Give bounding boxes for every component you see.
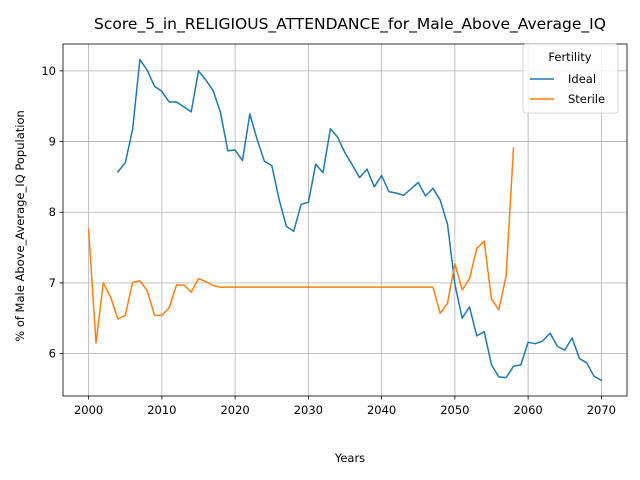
- legend-label-sterile: Sterile: [568, 92, 605, 106]
- x-tick-label: 2010: [147, 403, 176, 417]
- y-tick-label: 9: [49, 135, 56, 149]
- series-line-ideal: [116, 58, 603, 382]
- series-layer: [87, 58, 603, 382]
- series-line-sterile: [87, 147, 515, 344]
- x-tick-label: 2000: [74, 403, 103, 417]
- x-tick-label: 2070: [587, 403, 616, 417]
- x-tick-label: 2050: [440, 403, 469, 417]
- y-tick-label: 8: [49, 205, 56, 219]
- legend-box: [522, 43, 619, 114]
- plot-frame: [62, 43, 628, 397]
- x-axis-label: Years: [334, 451, 365, 465]
- legend: Fertility Ideal Sterile: [522, 43, 619, 114]
- x-axis: 2000 2010 2020 2030 2040 2050 2060 2070: [74, 396, 616, 417]
- y-axis: 6 7 8 9 10: [41, 64, 63, 361]
- legend-title: Fertility: [548, 50, 591, 64]
- y-axis-label: % of Male Above_Average_IQ Population: [13, 110, 27, 342]
- x-tick-label: 2030: [294, 403, 323, 417]
- y-tick-label: 10: [41, 64, 56, 78]
- legend-label-ideal: Ideal: [568, 72, 596, 86]
- legend-entries: Ideal Sterile: [530, 72, 605, 106]
- y-tick-label: 6: [49, 347, 56, 361]
- x-tick-label: 2060: [513, 403, 542, 417]
- x-tick-label: 2040: [367, 403, 396, 417]
- chart-title: Score_5_in_RELIGIOUS_ATTENDANCE_for_Male…: [94, 15, 606, 34]
- y-tick-label: 7: [49, 276, 56, 290]
- x-tick-label: 2020: [220, 403, 249, 417]
